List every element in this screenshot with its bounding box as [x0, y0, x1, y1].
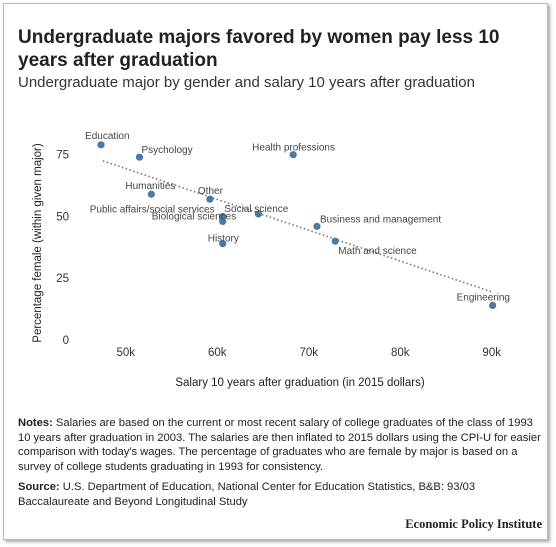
data-point [289, 151, 297, 159]
source-label: Source: [18, 481, 60, 493]
x-axis-label: Salary 10 years after graduation (in 201… [175, 377, 424, 389]
data-point [219, 240, 227, 248]
data-point-label: Engineering [457, 292, 510, 303]
data-point [219, 212, 227, 221]
data-point [135, 153, 144, 161]
source-text: U.S. Department of Education, National C… [18, 481, 476, 508]
figure-frame [3, 3, 548, 540]
data-point-label: Humanities [125, 181, 175, 192]
x-axis-ticks: 50k 60k 70k 80k 90k [116, 347, 501, 359]
data-point [489, 301, 497, 310]
data-point [97, 141, 105, 149]
brand-logo: Economic Policy Institute [405, 517, 542, 531]
chart-title: Undergraduate majors favored by women pa… [18, 27, 500, 71]
data-point-label: Business and management [320, 214, 441, 225]
data-point-label: Other [198, 186, 224, 197]
data-point [206, 195, 214, 203]
chart-source: Source: U.S. Department of Education, Na… [18, 480, 543, 509]
trendline [102, 160, 492, 293]
point-labels: Education Psychology Health professions Hum… [85, 131, 510, 304]
x-tick-label: 70k [299, 347, 318, 359]
data-point [331, 237, 339, 245]
scatter-chart: 0 25 50 75 50k 60k 70k 80k 90k Education Psychol… [32, 131, 510, 389]
y-tick-label: 50 [56, 211, 69, 223]
data-point-label: History [208, 234, 239, 245]
y-tick-label: 25 [56, 273, 69, 285]
y-tick-label: 0 [63, 335, 69, 347]
data-point [147, 190, 155, 198]
notes-label: Notes: [18, 417, 53, 429]
data-points [97, 141, 497, 310]
x-tick-label: 60k [208, 347, 227, 359]
data-point [254, 210, 263, 218]
data-point-label: Education [85, 131, 129, 142]
data-point-label: Math and science [338, 246, 417, 257]
data-point-label: Health professions [252, 143, 335, 154]
x-tick-label: 80k [391, 347, 410, 359]
data-point-label: Social science [224, 204, 288, 215]
x-tick-label: 90k [482, 347, 501, 359]
x-tick-label: 50k [116, 347, 135, 359]
notes-text: Salaries are based on the current or mos… [18, 417, 541, 473]
data-point [219, 217, 227, 226]
data-point-label: Psychology [141, 145, 192, 156]
y-axis-label: Percentage female (within given major) [32, 143, 44, 343]
y-tick-label: 75 [56, 150, 69, 162]
data-point-label: Biological sciences [152, 211, 237, 222]
y-axis-ticks: 0 25 50 75 [56, 150, 69, 347]
chart-notes: Notes: Salaries are based on the current… [18, 416, 543, 474]
data-point-label: Public affairs/social services [90, 204, 215, 215]
chart-subtitle: Undergraduate major by gender and salary… [18, 74, 475, 91]
data-point [313, 222, 321, 230]
